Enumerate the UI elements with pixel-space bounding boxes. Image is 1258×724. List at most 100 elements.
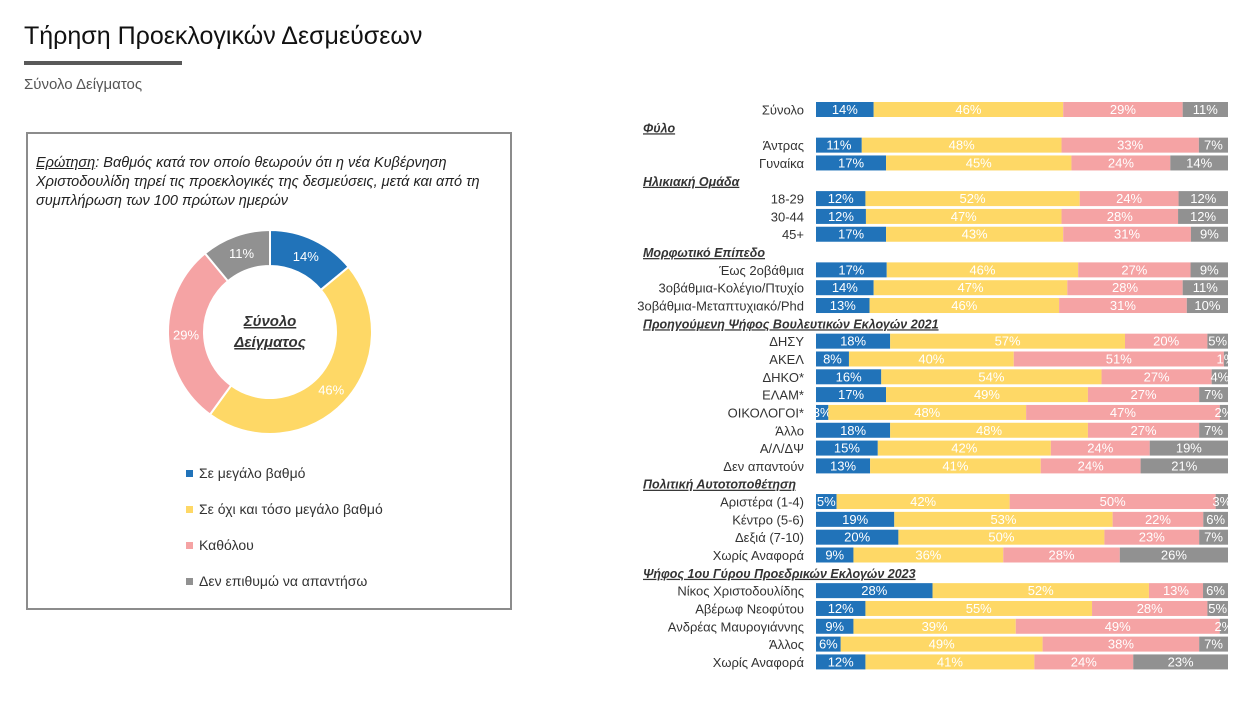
bar-row-label: 3οβάθμια-Μεταπτυχιακό/Phd [637, 299, 804, 314]
bar-segment [816, 458, 871, 474]
bar-segment-label: 9% [825, 548, 844, 563]
bar-segment [1219, 404, 1228, 420]
donut-legend: Σε μεγάλο βαθμό Σε όχι και τόσο μεγάλο βα… [186, 464, 383, 608]
legend-label: Δεν επιθυμώ να απαντήσω [199, 573, 368, 589]
bar-segment-label: 9% [825, 619, 844, 634]
bar-segment [890, 333, 1125, 349]
legend-label: Σε μεγάλο βαθμό [199, 465, 306, 481]
bar-row-label: ΕΛΑΜ* [762, 388, 804, 403]
bar-segment-label: 12% [828, 191, 854, 206]
bar-segment [1009, 494, 1216, 510]
legend-swatch [186, 469, 193, 477]
bar-segment-label: 27% [1131, 387, 1157, 402]
bar-segment [1223, 351, 1228, 367]
bar-segment [1079, 191, 1179, 207]
bar-row-label: Αβέρωφ Νεοφύτου [695, 601, 804, 616]
bar-segment-label: 7% [1204, 530, 1223, 545]
bar-segment [1061, 208, 1179, 224]
bar-segment-label: 8% [823, 351, 842, 366]
group-heading: Ηλικιακή Ομάδα [643, 175, 741, 189]
group-heading: Φύλο [643, 121, 675, 135]
bar-segment-label: 38% [1108, 637, 1134, 652]
bar-segment [1119, 547, 1228, 563]
bar-segment-label: 52% [1028, 583, 1054, 598]
legend-swatch [186, 541, 193, 549]
bar-row-label: ΟΙΚΟΛΟΓΟΙ* [728, 405, 804, 420]
bar-segment-label: 45% [966, 155, 992, 170]
bar-segment-label: 40% [918, 351, 944, 366]
question-label: Ερώτηση [36, 155, 96, 171]
donut-slice-label: 29% [173, 328, 199, 343]
bar-segment-label: 17% [838, 262, 864, 277]
question-text: Ερώτηση: Βαθμός κατά τον οποίο θεωρούν ό… [36, 154, 506, 211]
bar-segment [816, 654, 866, 670]
donut-slice-label: 14% [293, 249, 319, 264]
bar-segment [861, 137, 1062, 153]
bar-segment [816, 191, 866, 207]
bar-row-label: Σύνολο [762, 103, 804, 118]
donut-center-label: Δείγματος [233, 334, 305, 351]
bar-segment-label: 9% [1200, 227, 1219, 242]
bar-row-label: 45+ [782, 227, 804, 242]
donut-slice-label: 46% [318, 383, 344, 398]
group-heading: Πολιτική Αυτοτοποθέτηση [643, 478, 796, 492]
bar-segment [1148, 583, 1204, 599]
bar-segment-label: 19% [842, 512, 868, 527]
bar-segment-label: 12% [1190, 209, 1216, 224]
bar-segment [1149, 440, 1228, 456]
bar-segment [816, 494, 837, 510]
bar-segment-label: 14% [832, 280, 858, 295]
bar-segment-label: 49% [974, 387, 1000, 402]
bar-segment-label: 50% [1100, 494, 1126, 509]
bar-segment-label: 28% [1112, 280, 1138, 295]
bar-row-label: Αριστέρα (1-4) [720, 495, 804, 510]
bar-segment-label: 18% [840, 334, 866, 349]
group-heading: Μορφωτικό Επίπεδο [643, 246, 765, 260]
bar-segment [1101, 369, 1212, 385]
bar-segment [1186, 298, 1228, 314]
bar-segment [853, 618, 1016, 634]
bar-segment [881, 369, 1102, 385]
bar-segment [898, 529, 1105, 545]
legend-item: Καθόλου [186, 536, 383, 554]
bar-segment-label: 6% [1206, 512, 1225, 527]
bar-segment [816, 351, 849, 367]
bar-segment [865, 654, 1035, 670]
bar-segment [816, 600, 866, 616]
bar-segment [1125, 333, 1208, 349]
bar-segment [1087, 387, 1200, 403]
bar-segment [1050, 440, 1150, 456]
bar-segment-label: 7% [1204, 138, 1223, 153]
bar-segment-label: 50% [988, 530, 1014, 545]
bar-segment-label: 20% [844, 530, 870, 545]
donut-slice-label: 11% [229, 246, 254, 261]
bar-segment-label: 12% [828, 209, 854, 224]
bar-segment-label: 2% [1214, 405, 1233, 420]
bar-segment-label: 12% [1190, 191, 1216, 206]
bar-segment-label: 17% [838, 387, 864, 402]
bar-segment [1198, 137, 1228, 153]
bar-segment-label: 48% [976, 423, 1002, 438]
donut-center-label: Σύνολο [243, 313, 297, 330]
bar-segment-label: 15% [834, 441, 860, 456]
bar-segment-label: 22% [1145, 512, 1171, 527]
bar-segment [853, 547, 1004, 563]
bar-segment [1215, 494, 1228, 510]
bar-segment [1182, 102, 1228, 117]
bar-segment [816, 262, 887, 278]
bar-segment-label: 47% [1110, 405, 1136, 420]
donut-chart: 14% 46% 29% 11% Σύνολο Δείγματος [167, 228, 373, 435]
bar-row-label: Άλλο [775, 423, 804, 438]
bar-row-label: Χωρίς Αναφορά [713, 655, 805, 670]
bar-segment [816, 102, 874, 117]
bar-segment [1067, 280, 1183, 296]
bar-segment-label: 28% [1107, 209, 1133, 224]
bar-segment [932, 583, 1149, 599]
bar-segment-label: 53% [990, 512, 1016, 527]
bar-segment-label: 26% [1161, 548, 1187, 563]
bar-segment-label: 16% [836, 369, 862, 384]
bar-segment-label: 13% [830, 458, 856, 473]
bar-segment-label: 5% [1208, 334, 1227, 349]
bar-segment [1003, 547, 1120, 563]
